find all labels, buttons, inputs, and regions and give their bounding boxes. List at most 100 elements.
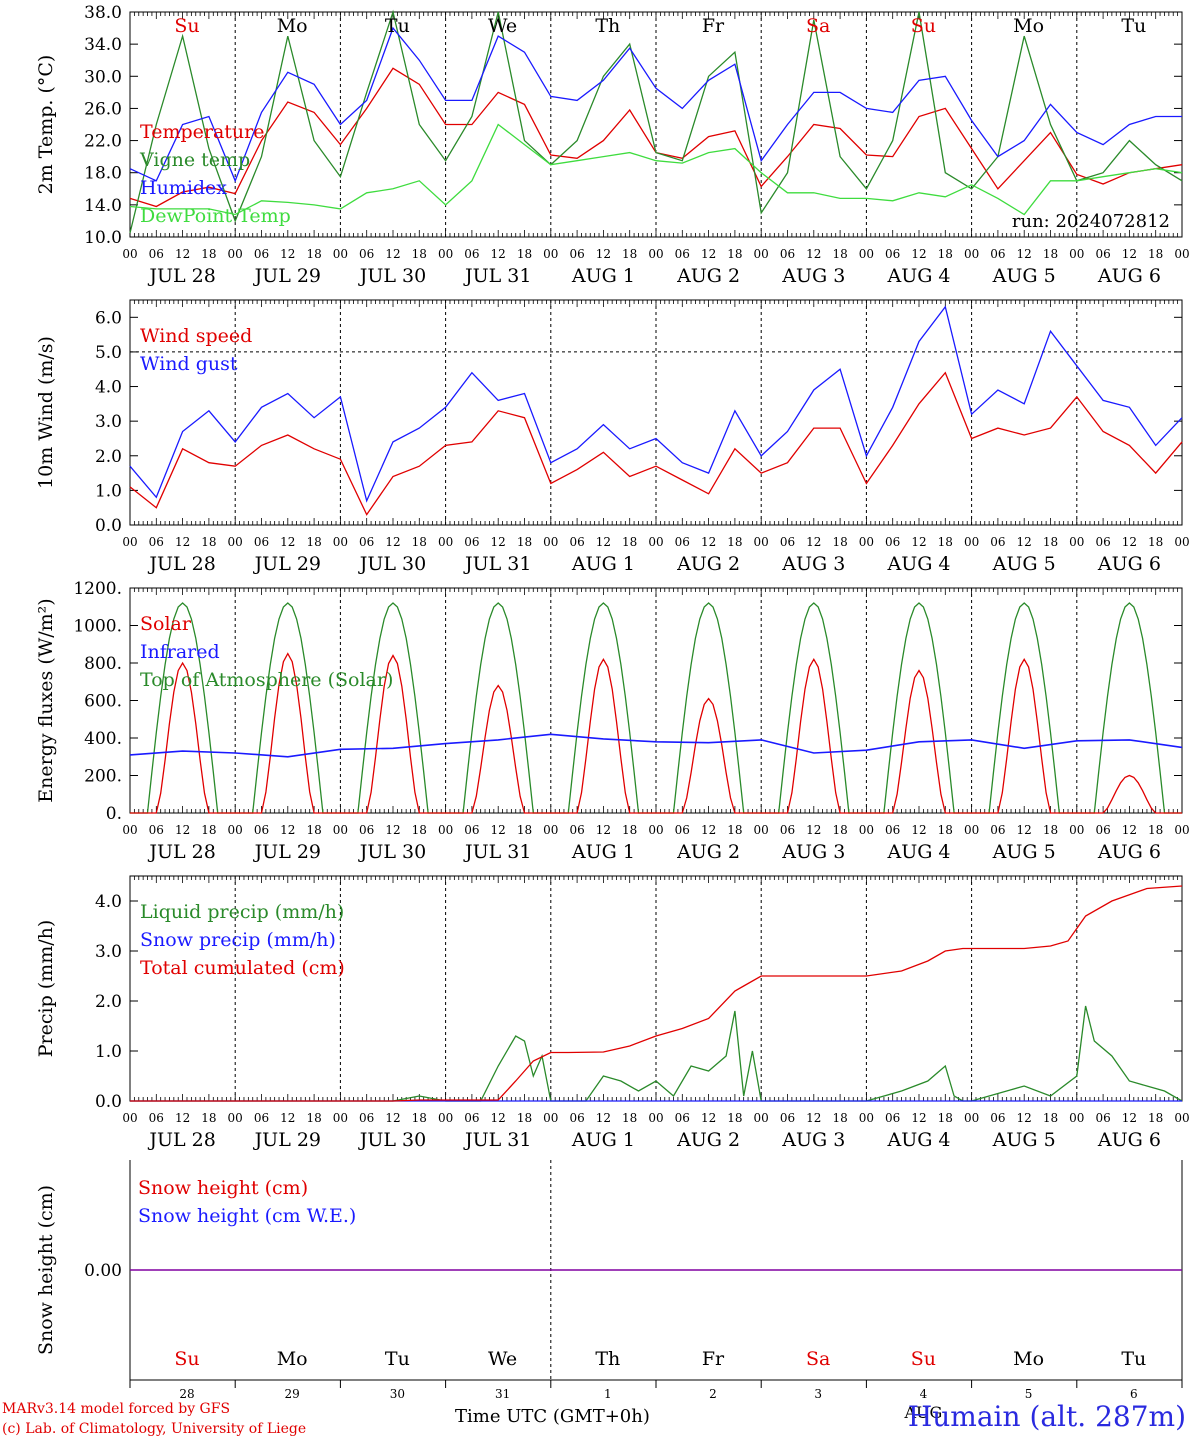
hour-tick-label: 12 bbox=[491, 535, 506, 549]
legend-infrared: Infrared bbox=[140, 641, 220, 663]
legend-dewpoint-temp: DewPoint Temp bbox=[140, 205, 291, 227]
hour-tick-label: 18 bbox=[412, 535, 427, 549]
y-tick-label: 6.0 bbox=[95, 308, 122, 328]
day-label: JUL 30 bbox=[358, 265, 426, 287]
hour-tick-label: 06 bbox=[359, 823, 374, 837]
hour-tick-label: 06 bbox=[359, 535, 374, 549]
weekday-label: Mo bbox=[277, 15, 308, 37]
series-infrared-line bbox=[129, 733, 1183, 758]
hour-tick-label: 18 bbox=[1148, 823, 1163, 837]
y-tick-label: 2.0 bbox=[95, 447, 122, 467]
weekday-label: Fr bbox=[702, 1348, 725, 1370]
hour-tick-label: 06 bbox=[990, 247, 1005, 261]
hour-tick-label: 06 bbox=[1095, 823, 1110, 837]
y-tick-label: 4.0 bbox=[95, 892, 122, 912]
hour-tick-label: 18 bbox=[201, 1111, 216, 1125]
hour-tick-label: 12 bbox=[1017, 535, 1032, 549]
hour-tick-label: 00 bbox=[754, 823, 769, 837]
hour-tick-label: 00 bbox=[859, 535, 874, 549]
series-wind-speed-line bbox=[129, 371, 1183, 516]
hour-tick-label: 18 bbox=[1043, 535, 1058, 549]
hour-tick-label: 12 bbox=[175, 823, 190, 837]
model-credit: MARv3.14 model forced by GFS bbox=[2, 1401, 231, 1417]
hour-tick-label: 12 bbox=[491, 247, 506, 261]
legend-wind-speed: Wind speed bbox=[140, 325, 252, 347]
y-tick-label: 10.0 bbox=[84, 228, 122, 248]
hour-tick-label: 06 bbox=[675, 823, 690, 837]
hour-tick-label: 18 bbox=[517, 823, 532, 837]
hour-tick-label: 06 bbox=[359, 1111, 374, 1125]
hour-tick-label: 12 bbox=[280, 247, 295, 261]
hour-tick-label: 06 bbox=[1095, 1111, 1110, 1125]
y-tick-label: 0.0 bbox=[95, 516, 122, 536]
hour-tick-label: 18 bbox=[306, 247, 321, 261]
hour-tick-label: 06 bbox=[149, 823, 164, 837]
hour-tick-label: 18 bbox=[938, 823, 953, 837]
day-label: JUL 30 bbox=[358, 553, 426, 575]
hour-tick-label: 00 bbox=[1174, 535, 1189, 549]
day-label: JUL 29 bbox=[253, 553, 321, 575]
day-label: AUG 6 bbox=[1097, 265, 1161, 287]
day-label: AUG 4 bbox=[886, 265, 950, 287]
hour-tick-label: 12 bbox=[806, 1111, 821, 1125]
hour-tick-label: 18 bbox=[727, 823, 742, 837]
hour-tick-label: 06 bbox=[675, 1111, 690, 1125]
day-label: JUL 28 bbox=[147, 841, 215, 863]
day-label: JUL 30 bbox=[358, 841, 426, 863]
series-liquid-precip-mm-h--line bbox=[130, 1005, 1183, 1102]
hour-tick-label: 12 bbox=[806, 247, 821, 261]
hour-tick-label: 00 bbox=[543, 1111, 558, 1125]
y-tick-label: 1200. bbox=[73, 579, 122, 599]
lab-credit: (c) Lab. of Climatology, University of L… bbox=[2, 1421, 307, 1437]
hour-tick-label: 06 bbox=[149, 247, 164, 261]
y-tick-label: 1.0 bbox=[95, 481, 122, 501]
hour-tick-label: 00 bbox=[964, 247, 979, 261]
hour-tick-label: 18 bbox=[938, 1111, 953, 1125]
hour-tick-label: 12 bbox=[596, 823, 611, 837]
hour-tick-label: 00 bbox=[1069, 247, 1084, 261]
weekday-label: Th bbox=[595, 15, 620, 37]
hour-tick-label: 00 bbox=[543, 535, 558, 549]
day-number-label: 6 bbox=[1130, 1387, 1138, 1401]
day-label: AUG 3 bbox=[781, 553, 845, 575]
hour-tick-label: 00 bbox=[964, 1111, 979, 1125]
hour-tick-label: 12 bbox=[1122, 247, 1137, 261]
hour-tick-label: 18 bbox=[727, 247, 742, 261]
hour-tick-label: 00 bbox=[859, 1111, 874, 1125]
hour-tick-label: 06 bbox=[254, 1111, 269, 1125]
hour-tick-label: 12 bbox=[280, 823, 295, 837]
hour-tick-label: 12 bbox=[385, 823, 400, 837]
y-tick-label: 22.0 bbox=[84, 132, 122, 152]
hour-tick-label: 00 bbox=[754, 1111, 769, 1125]
hour-tick-label: 06 bbox=[254, 823, 269, 837]
hour-tick-label: 18 bbox=[201, 823, 216, 837]
legend-snow-precip-mm-h-: Snow precip (mm/h) bbox=[140, 929, 336, 951]
day-number-label: 30 bbox=[390, 1387, 405, 1401]
weekday-label: Tu bbox=[385, 15, 410, 37]
hour-tick-label: 12 bbox=[385, 535, 400, 549]
hour-tick-label: 12 bbox=[1017, 823, 1032, 837]
y-tick-label: 0. bbox=[106, 804, 122, 824]
hour-tick-label: 00 bbox=[859, 247, 874, 261]
hour-tick-label: 00 bbox=[1069, 1111, 1084, 1125]
day-label: JUL 28 bbox=[147, 265, 215, 287]
hour-tick-label: 06 bbox=[1095, 247, 1110, 261]
legend-liquid-precip-mm-h-: Liquid precip (mm/h) bbox=[140, 901, 344, 923]
weekday-label: Fr bbox=[702, 15, 725, 37]
hour-tick-label: 06 bbox=[885, 1111, 900, 1125]
station-label: Humain (alt. 287m) bbox=[907, 1400, 1186, 1433]
hour-tick-label: 06 bbox=[464, 823, 479, 837]
hour-tick-label: 00 bbox=[648, 247, 663, 261]
hour-tick-label: 00 bbox=[648, 823, 663, 837]
hour-tick-label: 18 bbox=[727, 535, 742, 549]
hour-tick-label: 06 bbox=[254, 535, 269, 549]
legend-solar: Solar bbox=[140, 613, 192, 635]
hour-tick-label: 18 bbox=[412, 823, 427, 837]
day-number-label: 5 bbox=[1025, 1387, 1033, 1401]
hour-tick-label: 06 bbox=[885, 535, 900, 549]
y-tick-label: 3.0 bbox=[95, 942, 122, 962]
y-tick-label: 26.0 bbox=[84, 99, 122, 119]
series-wind-gust-line bbox=[129, 305, 1183, 503]
hour-tick-label: 00 bbox=[228, 535, 243, 549]
hour-tick-label: 06 bbox=[569, 535, 584, 549]
